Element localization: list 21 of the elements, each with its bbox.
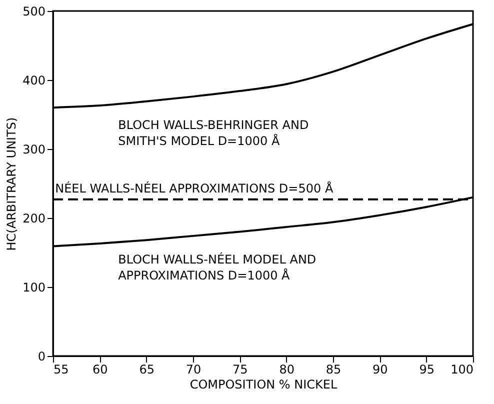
y-axis-title: HC(ARBITRARY UNITS) — [4, 117, 19, 251]
x-tick-label: 70 — [186, 362, 202, 376]
annotation: BLOCH WALLS-BEHRINGER AND SMITH'S MODEL D=1000 Å — [118, 118, 309, 148]
x-tick-label: 80 — [279, 362, 294, 376]
x-tick-label: 65 — [139, 362, 154, 376]
annotation: BLOCH WALLS-NÉEL MODEL AND APPROXIMATIONS D=1000 Å — [118, 251, 316, 282]
x-tick-label: 100 — [450, 362, 474, 376]
y-tick-label: 100 — [22, 280, 46, 294]
x-tick-label: 55 — [54, 362, 69, 376]
y-tick-label: 300 — [22, 142, 46, 156]
y-tick-label: 400 — [22, 74, 46, 88]
y-tick-label: 500 — [22, 4, 46, 18]
y-tick-label: 200 — [22, 212, 46, 226]
x-tick-label: 85 — [326, 362, 342, 376]
annotation: NÉEL WALLS-NÉEL APPROXIMATIONS D=500 Å — [55, 180, 334, 196]
x-axis-title: COMPOSITION % NICKEL — [190, 378, 338, 392]
x-tick-label: 60 — [92, 362, 108, 376]
x-tick-label: 75 — [232, 362, 248, 376]
x-tick-label: 90 — [372, 362, 388, 376]
x-tick-label: 95 — [419, 362, 434, 376]
y-tick-label: 0 — [38, 350, 46, 364]
